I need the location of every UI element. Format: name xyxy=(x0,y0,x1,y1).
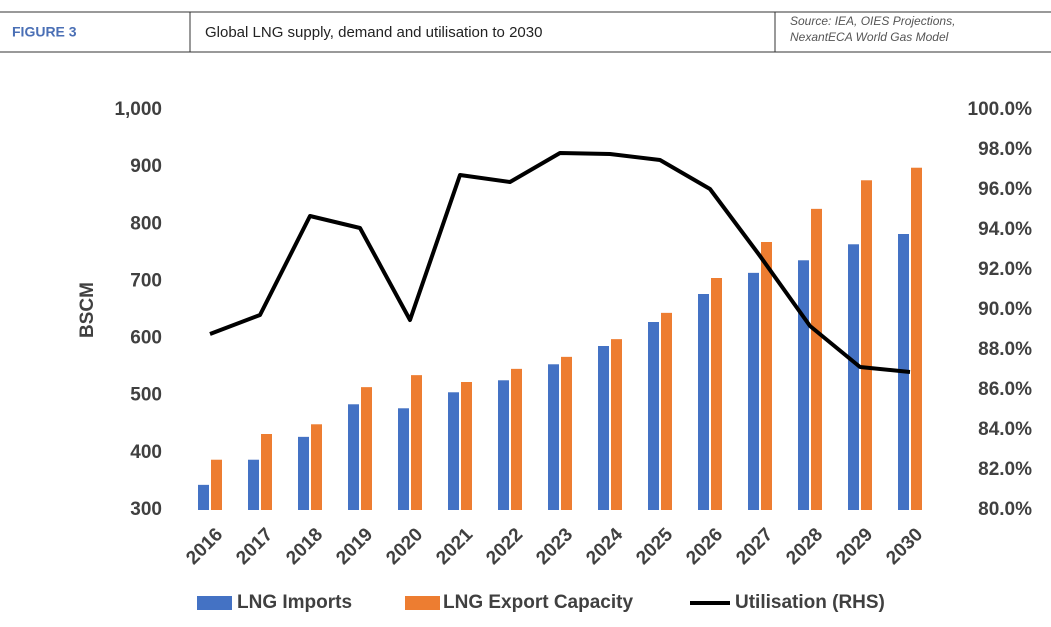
bar xyxy=(748,272,759,510)
bar xyxy=(261,434,272,510)
x-tick-label: 2020 xyxy=(382,524,427,569)
x-tick-label: 2017 xyxy=(232,524,277,569)
bar xyxy=(548,364,559,510)
bar xyxy=(598,346,609,510)
y2-tick-label: 80.0% xyxy=(978,499,1032,520)
y-tick-label: 300 xyxy=(130,499,162,520)
bar xyxy=(648,322,659,510)
y-axis-title: BSCM xyxy=(77,282,98,338)
y2-tick-label: 94.0% xyxy=(978,219,1032,240)
line xyxy=(209,151,911,374)
legend-label: Utilisation (RHS) xyxy=(735,592,885,613)
y2-tick-label: 82.0% xyxy=(978,459,1032,480)
bar xyxy=(861,180,872,511)
source: NexantECA World Gas Model xyxy=(790,30,949,44)
bar xyxy=(211,459,222,510)
y-tick-label: 600 xyxy=(130,328,162,349)
x-tick-label: 2021 xyxy=(432,524,477,569)
legend-swatch xyxy=(405,596,440,610)
bar xyxy=(311,424,322,510)
bar xyxy=(798,260,809,510)
x-tick-label: 2019 xyxy=(332,524,377,569)
bar xyxy=(498,380,509,510)
legend-label: LNG Imports xyxy=(237,592,352,613)
bar xyxy=(198,484,209,510)
legend-label: LNG Export Capacity xyxy=(443,592,633,613)
y-tick-label: 700 xyxy=(130,270,162,291)
x-tick-label: 2023 xyxy=(532,524,577,569)
y2-tick-label: 90.0% xyxy=(978,299,1032,320)
y2-tick-label: 100.0% xyxy=(968,99,1033,120)
y2-tick-label: 96.0% xyxy=(978,179,1032,200)
bar xyxy=(698,294,709,510)
bar xyxy=(398,408,409,510)
x-tick-label: 2029 xyxy=(832,524,877,569)
bar xyxy=(811,208,822,510)
bar xyxy=(348,404,359,510)
bar xyxy=(461,382,472,510)
y2-tick-label: 86.0% xyxy=(978,379,1032,400)
bar xyxy=(611,339,622,510)
bar xyxy=(411,375,422,510)
x-tick-label: 2026 xyxy=(682,524,727,569)
bar xyxy=(561,356,572,510)
bar xyxy=(248,459,259,510)
y2-tick-label: 98.0% xyxy=(978,139,1032,160)
y-tick-label: 1,000 xyxy=(114,99,162,120)
x-tick-label: 2028 xyxy=(782,524,827,569)
chart-title: Global LNG supply, demand and utilisatio… xyxy=(205,24,542,41)
bar xyxy=(361,387,372,510)
x-tick-label: 2022 xyxy=(482,524,527,569)
y2-tick-label: 84.0% xyxy=(978,419,1032,440)
x-tick-label: 2016 xyxy=(182,524,227,569)
y-tick-label: 900 xyxy=(130,156,162,177)
x-tick-label: 2018 xyxy=(282,524,327,569)
legend-swatch xyxy=(197,596,232,610)
x-tick-label: 2025 xyxy=(632,524,677,569)
bar xyxy=(761,242,772,510)
x-tick-label: 2024 xyxy=(582,524,627,569)
bar xyxy=(661,312,672,510)
x-tick-label: 2027 xyxy=(732,524,777,569)
y-tick-label: 400 xyxy=(130,442,162,463)
figure-label: FIGURE 3 xyxy=(12,24,77,40)
bar xyxy=(911,167,922,510)
bar xyxy=(848,244,859,511)
bar xyxy=(511,368,522,510)
bar xyxy=(298,436,309,510)
x-tick-label: 2030 xyxy=(882,524,927,569)
source: Source: IEA, OIES Projections, xyxy=(790,14,955,28)
bar xyxy=(711,278,722,510)
y2-tick-label: 92.0% xyxy=(978,259,1032,280)
bar xyxy=(448,392,459,510)
y-tick-label: 800 xyxy=(130,213,162,234)
y2-tick-label: 88.0% xyxy=(978,339,1032,360)
y-tick-label: 500 xyxy=(130,385,162,406)
